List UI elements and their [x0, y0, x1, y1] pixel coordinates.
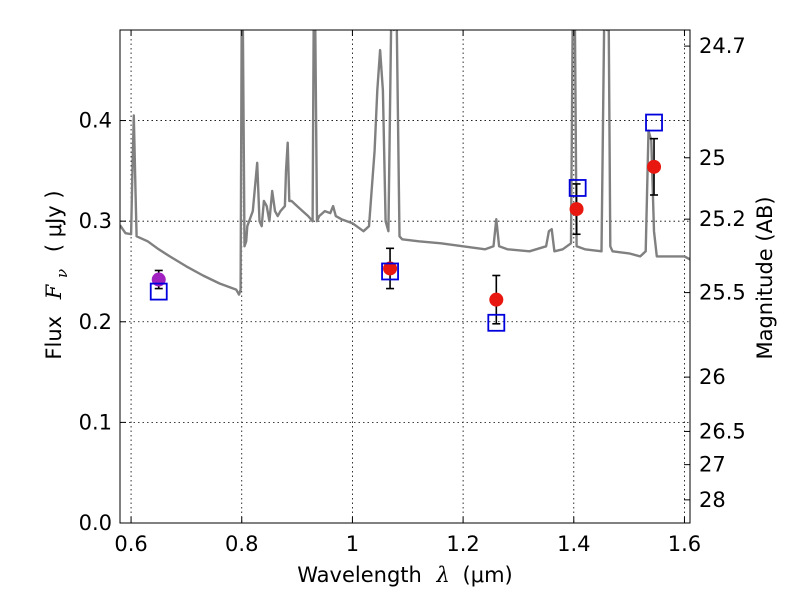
y2-tick-label: 25.2 — [699, 207, 746, 231]
x-tick-label: 1.4 — [557, 532, 590, 556]
y-tick-label: 0.0 — [79, 511, 112, 535]
y2-tick-label: 25 — [699, 146, 726, 170]
y2-tick-label: 26.5 — [699, 419, 746, 443]
x-tick-label: 0.8 — [225, 532, 258, 556]
y2-tick-label: 26 — [699, 365, 726, 389]
model-spectrum — [120, 30, 690, 296]
x-axis-label: Wavelength λ (μm) — [297, 563, 512, 587]
model-point — [381, 262, 399, 281]
y-tick-label: 0.3 — [79, 209, 112, 233]
y2-tick-label: 27 — [699, 453, 726, 477]
y-axis-label: Flux F ν ( μJy ) — [42, 190, 72, 359]
axis-ticks: 0.6 0.8 1 1.2 1.4 1.6 0.0 0.1 0.2 0.3 0.4 24.7 25 25.… — [79, 30, 746, 556]
y2-tick-label: 24.7 — [699, 34, 746, 58]
observed-point — [569, 202, 584, 217]
x-tick-label: 0.6 — [114, 532, 147, 556]
observed-point — [647, 159, 662, 174]
y-tick-label: 0.2 — [79, 310, 112, 334]
y2-tick-label: 28 — [699, 488, 726, 512]
model-point — [568, 179, 587, 197]
y2-tick-label: 25.5 — [699, 281, 746, 305]
y-tick-label: 0.1 — [79, 410, 112, 434]
observed-point — [489, 292, 504, 307]
model-point — [149, 282, 168, 301]
spectrum-line — [120, 30, 690, 296]
model-point — [645, 113, 663, 132]
grid-lines — [120, 30, 690, 523]
x-tick-label: 1 — [346, 532, 359, 556]
plot-frame — [119, 29, 691, 524]
x-tick-label: 1.6 — [668, 532, 701, 556]
photometry-points — [149, 113, 663, 332]
y2-axis-label: Magnitude (AB) — [753, 196, 777, 359]
x-tick-label: 1.2 — [446, 532, 479, 556]
observed-point — [383, 261, 398, 276]
y-tick-label: 0.4 — [79, 109, 112, 133]
model-point — [487, 313, 506, 332]
